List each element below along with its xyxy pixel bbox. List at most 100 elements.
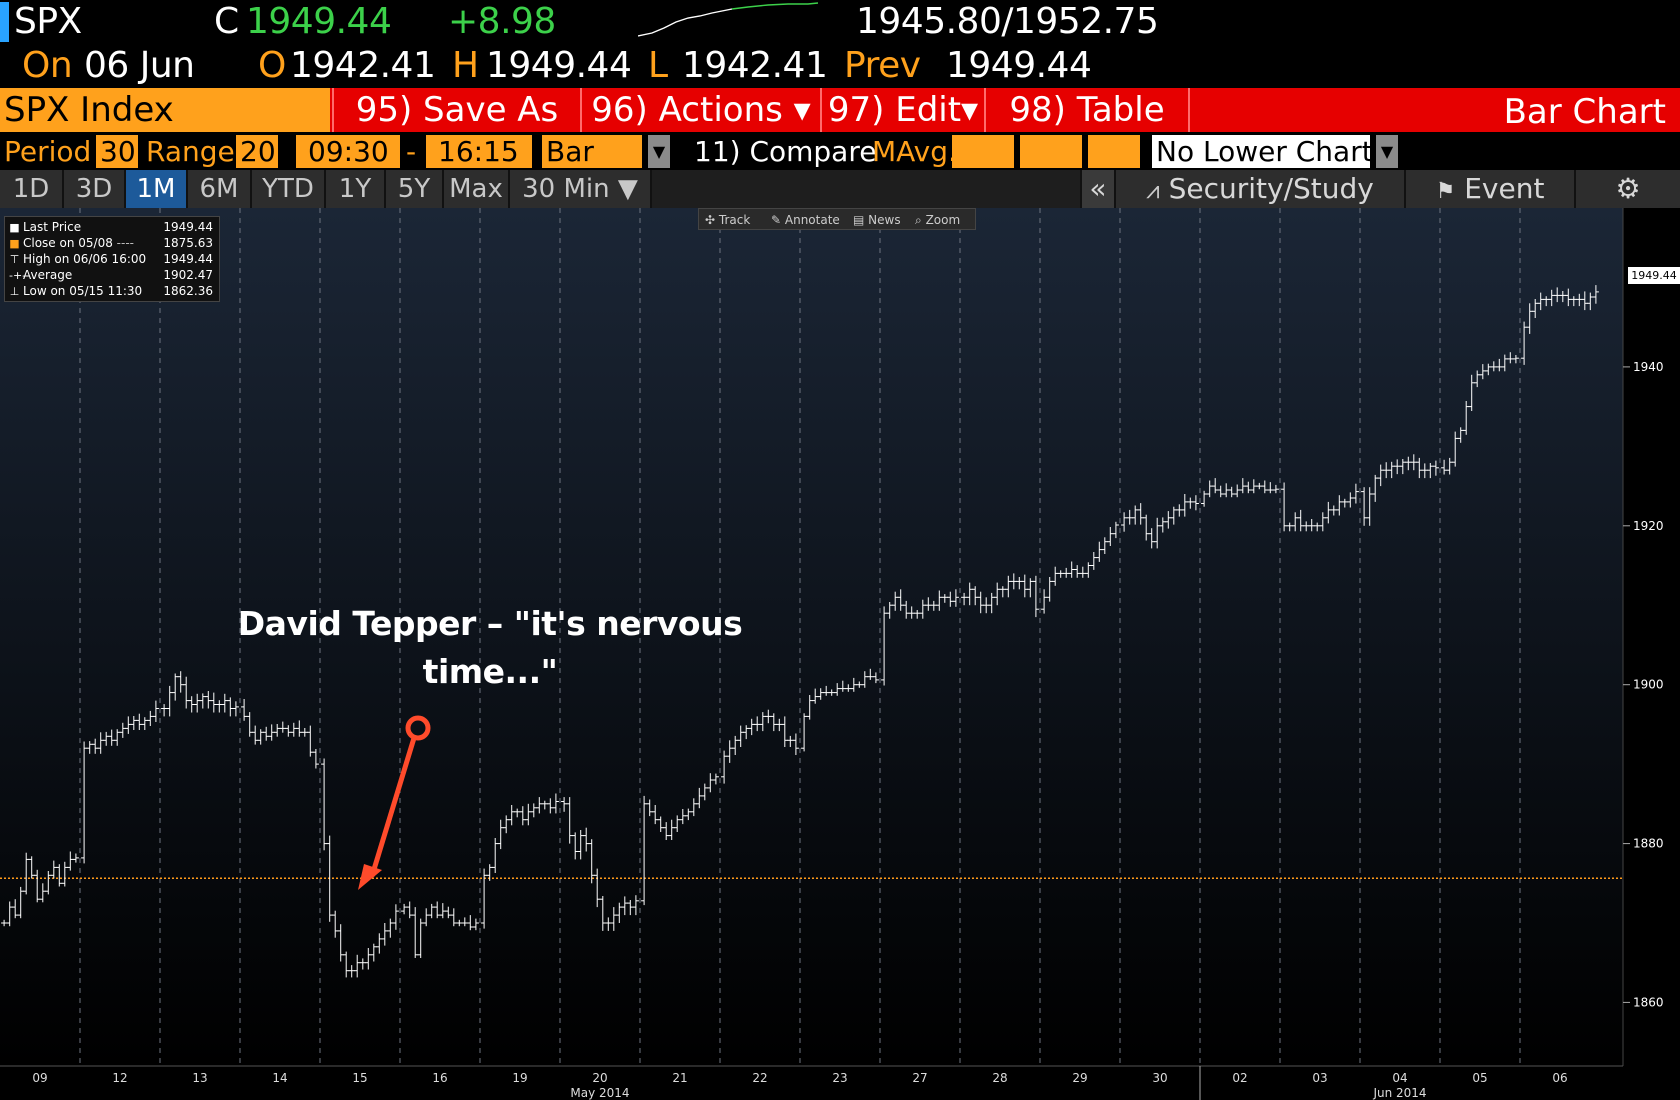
edit-menu[interactable]: 97) Edit▾ [820,88,984,132]
ohlc-bar [147,710,154,726]
legend-last-price-value: 1949.44 [163,220,213,234]
ohlc-bar [472,918,479,931]
track-tool[interactable]: ✣ Track [705,213,751,227]
x-tick-label: 29 [1072,1071,1087,1085]
ohlc-bar [1432,460,1439,476]
range-tab-6m[interactable]: 6M [188,170,252,208]
intraday-sparkline [638,2,818,37]
quote-header: SPX C 1949.44 +8.98 1945.80/1952.75 On 0… [0,0,1680,88]
annotation-line-2: time..." [422,652,558,691]
flag-icon: ⚑ [1435,179,1456,204]
security-study-button[interactable]: ⩘ Security/Study [1114,170,1404,208]
ohlc-bar [1352,483,1359,504]
chart-settings-row: Period 30 Range 20 09:30 - 16:15 Bar ▼ 1… [0,132,1680,170]
ohlc-bar [707,773,714,793]
mavg-field-3[interactable] [1088,135,1140,168]
news-tool[interactable]: ▤ News [853,213,901,227]
legend-low-value: 1862.36 [163,284,213,298]
ohlc-bar [307,725,314,757]
ohlc-bar [674,815,681,832]
chart-style-dropdown-icon[interactable]: ▼ [648,135,670,168]
settings-gear-icon[interactable]: ⚙ [1574,170,1680,208]
chart-legend[interactable]: ■ Last Price 1949.44 ■ Close on 05/08 ----… [4,216,220,302]
ohlc-bar [1441,459,1448,475]
high-label: H [452,45,479,86]
ticker[interactable]: SPX [14,1,82,42]
ohlc-bar [401,903,408,915]
save-as-button[interactable]: 95) Save As [332,88,580,132]
security-field[interactable]: SPX Index [0,88,330,132]
y-axis-layer: 1860 1880 1900 1920 1940 [1623,360,1664,1009]
ohlc-bar [547,798,554,814]
range-label: Range [146,135,235,168]
y-tick-label: 1900 [1633,678,1664,692]
ohlc-bar [387,918,394,938]
range-tab-1y[interactable]: 1Y [326,170,386,208]
x-month-label: May 2014 [570,1086,629,1100]
event-button[interactable]: ⚑ Event [1404,170,1574,208]
ohlc-bar [1267,482,1274,494]
ohlc-bar [801,713,808,752]
ohlc-bar [1587,292,1594,311]
close-price: 1949.44 [246,1,392,42]
ohlc-bar [1592,285,1599,304]
ohlc-bar [1154,517,1161,549]
actions-menu[interactable]: 96) Actions ▾ [580,88,820,132]
ohlc-bar [754,716,761,732]
ohlc-bar [1281,482,1288,532]
x-tick-label: 09 [32,1071,47,1085]
range-tab-5y[interactable]: 5Y [386,170,444,208]
compare-button[interactable]: 11) Compare [694,135,877,168]
ohlc-bar [1027,578,1034,598]
arrow-origin-circle [405,715,431,741]
range-tab-ytd[interactable]: YTD [252,170,326,208]
zoom-tool[interactable]: ⌕ Zoom [915,213,961,227]
range-tabs-bar: 1D 3D 1M 6M YTD 1Y 5Y Max 30 Min ▼ « ⩘ S… [0,170,1680,208]
x-tick-label: 22 [752,1071,767,1085]
on-label: On [22,45,73,86]
legend-high: ⊤ High on 06/06 16:00 [9,252,147,266]
x-tick-label: 19 [512,1071,527,1085]
ticker-flag [0,2,9,42]
x-tick-label: 21 [672,1071,687,1085]
mavg-field-1[interactable] [952,135,1014,168]
annotate-tool[interactable]: ✎ Annotate [771,213,840,227]
range-tab-max[interactable]: Max [444,170,510,208]
square-icon: ■ [9,221,20,234]
ohlc-bar [1427,463,1434,479]
ohlc-bar [1,919,8,927]
ohlc-bar [1347,492,1354,508]
frequency-dropdown[interactable]: 30 Min ▼ [510,170,652,208]
legend-close-value: 1875.63 [163,236,213,250]
ohlc-bar [952,589,959,607]
chart-area[interactable]: 1860 1880 1900 1920 1940 09 12 13 14 15 16 19 20 21 2… [0,208,1680,1100]
range-tab-3d[interactable]: 3D [64,170,126,208]
ohlc-bar [641,795,648,906]
lower-chart-dropdown-icon[interactable]: ▼ [1376,135,1398,168]
mavg-field-2[interactable] [1020,135,1082,168]
start-time-field[interactable]: 09:30 [296,135,400,168]
ohlc-bar [34,869,41,903]
table-button[interactable]: 98) Table [984,88,1188,132]
ohlc-bar [561,797,568,812]
ohlc-bar [1521,321,1528,365]
period-field[interactable]: 30 [96,135,138,168]
legend-last-price: ■ Last Price [9,220,82,234]
end-time-field[interactable]: 16:15 [426,135,532,168]
chart-style-field[interactable]: Bar [542,135,642,168]
legend-close: ■ Close on 05/08 ---- [9,236,134,250]
lower-chart-field[interactable]: No Lower Chart [1152,135,1373,168]
ohlc-bar [961,592,968,606]
low-label: L [648,45,668,86]
open-price: 1942.41 [290,45,436,86]
collapse-panel-icon[interactable]: « [1080,170,1114,208]
plot-background [0,208,1623,1066]
y-tick-label: 1940 [1633,360,1664,374]
range-tab-1m[interactable]: 1M [126,170,188,208]
range-tab-1d[interactable]: 1D [0,170,64,208]
bid-ask: 1945.80/1952.75 [856,1,1159,42]
range-field[interactable]: 20 [236,135,278,168]
ohlc-bar [1361,487,1368,526]
annotation-arrow [358,715,431,890]
